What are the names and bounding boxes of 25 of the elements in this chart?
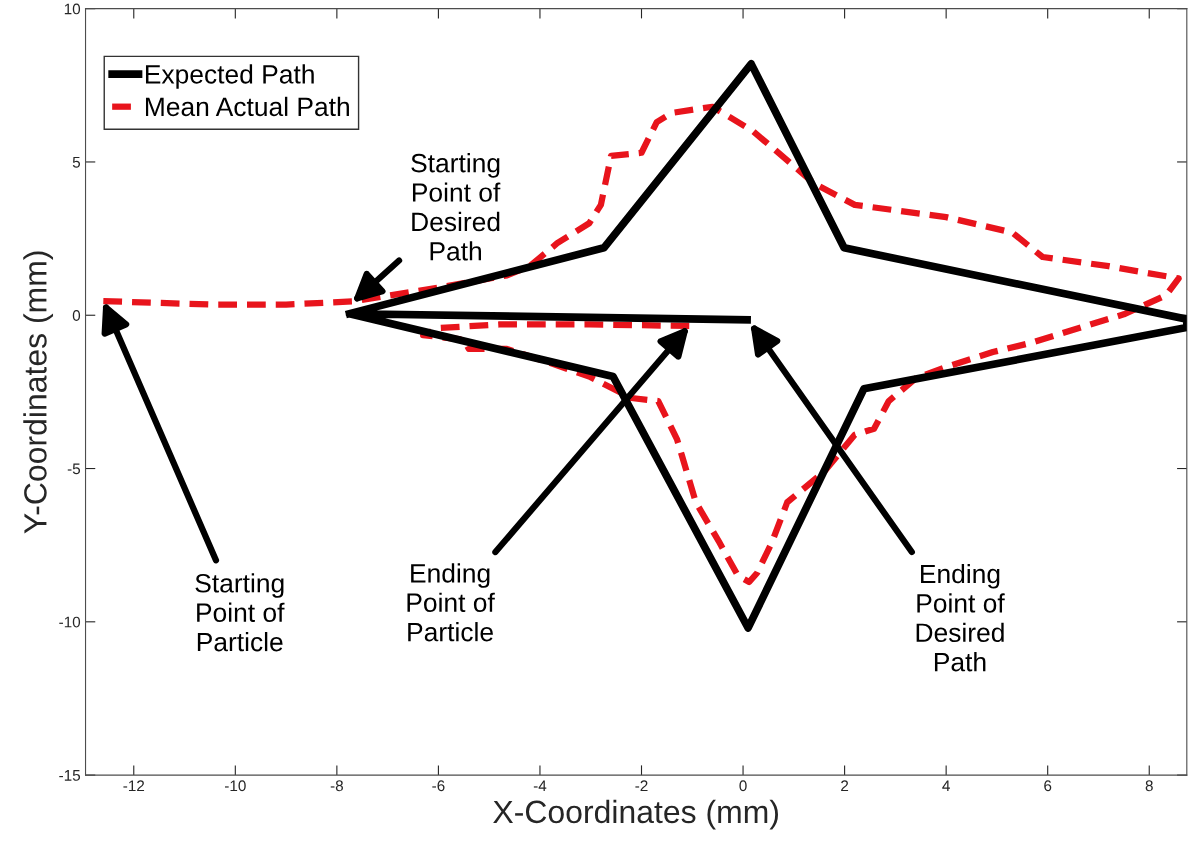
x-tick-label: 6 xyxy=(1044,780,1052,792)
annotation: Ending Point of Desired Path xyxy=(916,563,1005,672)
y-tick-label: -15 xyxy=(59,770,81,781)
legend-label: Expected Path xyxy=(145,64,314,89)
y-axis-title: Y-Coordinates (mm) xyxy=(23,251,54,534)
x-tick-label: -6 xyxy=(432,780,445,792)
y-tick-label: 0 xyxy=(72,310,81,321)
x-tick-label: -2 xyxy=(635,780,648,792)
annotation: Starting Point of Desired Path xyxy=(411,153,501,261)
x-tick-label: -12 xyxy=(123,780,145,792)
annotation: Ending Point of Particle xyxy=(407,563,495,642)
x-tick-label: 0 xyxy=(739,780,747,792)
x-tick-label: -10 xyxy=(224,780,246,792)
x-tick-label: 8 xyxy=(1145,780,1153,792)
y-tick-label: 5 xyxy=(72,156,81,168)
x-axis-title: X-Coordinates (mm) xyxy=(493,799,778,830)
legend-label: Mean Actual Path xyxy=(145,96,349,117)
x-tick-label: -4 xyxy=(533,780,547,792)
x-tick-label: 2 xyxy=(841,780,849,792)
y-tick-label: -5 xyxy=(67,463,81,475)
x-tick-label: 4 xyxy=(942,780,950,792)
y-tick-label: -10 xyxy=(59,616,81,628)
annotation: Starting Point of Particle xyxy=(195,573,285,652)
y-tick-label: 10 xyxy=(64,3,81,15)
x-tick-label: -8 xyxy=(330,780,343,792)
